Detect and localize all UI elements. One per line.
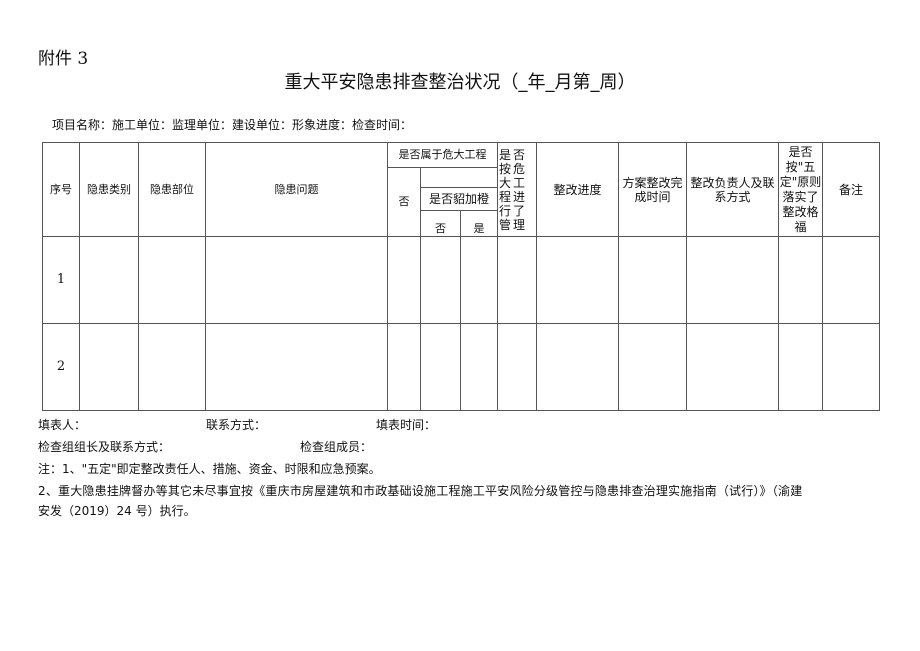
contact-label: 联系方式： [206, 418, 267, 432]
row-seq: 1 [42, 236, 80, 324]
table-row: 2 [42, 323, 881, 411]
note-2-continued: 安发（2019）24 号）执行。 [38, 504, 196, 518]
filler-label: 填表人： [38, 418, 87, 432]
attachment-label: 附件 3 [38, 49, 89, 69]
row-seq: 2 [42, 323, 80, 411]
hazard-table: 序号 隐患类别 隐患部位 隐患问题 是否属于危大工程 是否按危大工程进行了管理 … [42, 142, 881, 411]
note-2: 2、重大隐患挂牌督办等其它未尽事宜按《重庆市房屋建筑和市政基础设施工程施工平安风… [38, 484, 803, 498]
header-major: 是否属于危大工程 [386, 142, 499, 168]
header-blank [419, 167, 499, 188]
header-issue: 隐患问题 [205, 142, 388, 237]
header-sub-yes: 是 [459, 210, 499, 237]
header-location: 隐患部位 [138, 142, 206, 237]
header-sub: 是否貂加橙 [419, 187, 499, 211]
header-no: 否 [387, 167, 421, 237]
members-label: 检查组成员： [300, 440, 373, 454]
header-progress: 整改进度 [536, 142, 620, 237]
header-completion: 方案整改完成时间 [618, 142, 688, 237]
header-five-principles: 是否按"五定"原则落实了整改格福 [778, 142, 824, 237]
header-category: 隐患类别 [79, 142, 139, 237]
project-info-line: 项目名称：施工单位：监理单位：建设单位：形象进度：检查时间： [52, 118, 413, 132]
header-remarks: 备注 [822, 142, 881, 237]
note-1: 注：1、"五定"即定整改责任人、措施、资金、时限和应急预案。 [38, 462, 381, 476]
header-seq: 序号 [42, 142, 80, 237]
leader-label: 检查组组长及联系方式： [38, 440, 171, 454]
header-sub-no: 否 [420, 210, 461, 237]
fill-time-label: 填表时间： [376, 418, 437, 432]
table-row: 1 [42, 236, 881, 324]
header-managed: 是否按危大工程进行了管理 [497, 142, 538, 237]
page-title: 重大平安隐患排查整治状况（_年_月第_周） [284, 72, 636, 93]
header-responsible: 整改负责人及联系方式 [686, 142, 780, 237]
